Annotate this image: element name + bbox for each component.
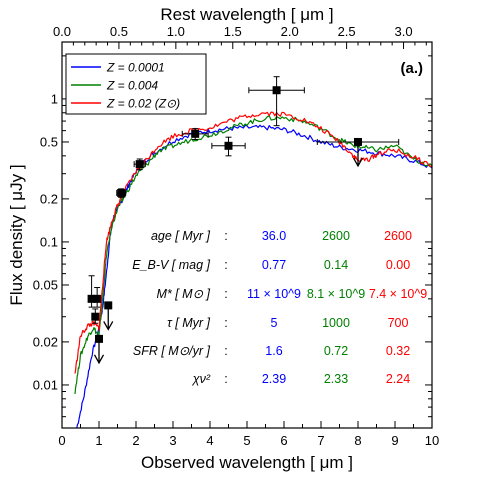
photometry-marker — [91, 312, 100, 321]
fit-parameters-table: age [ Myr ]: 36.0 2600 2600 E_B-V [ mag ]: 0.… — [132, 229, 427, 386]
x-tick-label: 10 — [425, 433, 439, 448]
top-tick-label: 1.0 — [167, 24, 185, 39]
param-value: 2600 — [384, 229, 412, 243]
photometry-point-6 — [116, 188, 127, 198]
param-label: τ [ Myr ] — [167, 316, 210, 330]
param-separator: : — [224, 372, 227, 386]
param-label: age [ Myr ] — [151, 229, 211, 243]
x-tick-label: 1 — [95, 433, 102, 448]
photometry-marker — [272, 86, 281, 95]
photometry-marker — [87, 294, 96, 303]
photometry-point-4 — [93, 334, 105, 365]
photometry-point-11 — [316, 137, 400, 168]
x-tick-label: 2 — [132, 433, 139, 448]
photometry-marker — [354, 137, 362, 146]
x-tick-label: 8 — [354, 433, 361, 448]
y-axis-label: Flux density [ μJy ] — [7, 164, 26, 305]
y-tick-label: 0.1 — [40, 234, 58, 249]
param-value: 2600 — [322, 229, 350, 243]
photometry-marker — [104, 301, 113, 310]
top-tick-label: 1.5 — [224, 24, 242, 39]
param-value: 7.4 × 10^9 — [369, 287, 427, 301]
model-curve-2 — [74, 115, 432, 395]
param-value: 2.24 — [386, 372, 410, 386]
legend-label: Z = 0.02 (Z⊙) — [106, 97, 180, 111]
top-tick-label: 2.0 — [281, 24, 299, 39]
upper-limit-arrowhead — [352, 157, 364, 168]
photometry-marker — [95, 334, 103, 343]
photometry-point-7 — [133, 158, 146, 171]
x-tick-label: 4 — [206, 433, 213, 448]
param-separator: : — [224, 316, 227, 330]
upper-limit-arrowhead — [103, 321, 114, 331]
param-separator: : — [224, 344, 227, 358]
y-tick-label: 0.2 — [40, 191, 58, 206]
photometry-points — [87, 76, 400, 365]
legend-label: Z = 0.0001 — [106, 61, 165, 75]
x-tick-label: 7 — [317, 433, 324, 448]
photometry-point-5 — [103, 301, 114, 331]
top-axis-label: Rest wavelength [ μm ] — [160, 5, 333, 24]
x-tick-label: 3 — [169, 433, 176, 448]
param-value: 8.1 × 10^9 — [307, 287, 365, 301]
upper-limit-arrowhead — [93, 354, 105, 365]
x-tick-label: 5 — [243, 433, 250, 448]
param-value: 0.72 — [324, 344, 348, 358]
param-separator: : — [224, 258, 227, 272]
legend-box — [65, 53, 207, 115]
x-tick-label: 0 — [58, 433, 65, 448]
legend-label: Z = 0.004 — [106, 79, 158, 93]
photometry-marker — [224, 141, 233, 150]
y-tick-label: 0.02 — [33, 334, 58, 349]
param-label: SFR [ M⊙/yr ] — [133, 344, 211, 358]
photometry-marker — [191, 129, 200, 138]
y-tick-label: 1 — [51, 91, 58, 106]
photometry-point-3 — [91, 308, 100, 324]
x-axis-label: Observed wavelength [ μm ] — [141, 453, 353, 472]
photometry-marker — [117, 188, 126, 197]
photometry-marker — [93, 294, 102, 303]
param-value: 2.33 — [324, 372, 348, 386]
param-label: χν² — [192, 372, 211, 386]
plot-frame — [61, 41, 433, 429]
param-separator: : — [224, 287, 227, 301]
legend: Z = 0.0001 Z = 0.004 Z = 0.02 (Z⊙) — [65, 53, 207, 115]
model-curve-1 — [76, 124, 432, 428]
top-tick-label: 3.0 — [394, 24, 412, 39]
param-separator: : — [224, 229, 227, 243]
photometry-point-10 — [248, 76, 305, 127]
photometry-point-9 — [211, 136, 246, 157]
param-value: 11 × 10^9 — [247, 287, 301, 301]
param-value: 0.32 — [386, 344, 410, 358]
photometry-point-2 — [93, 287, 102, 308]
param-value: 0.00 — [386, 258, 410, 272]
top-tick-label: 2.5 — [338, 24, 356, 39]
photometry-point-8 — [181, 128, 209, 141]
param-value: 5 — [271, 316, 278, 330]
x-tick-label: 6 — [280, 433, 287, 448]
y-tick-label: 0.5 — [40, 134, 58, 149]
param-value: 36.0 — [262, 229, 286, 243]
param-value: 1000 — [322, 316, 350, 330]
param-value: 0.14 — [324, 258, 348, 272]
param-value: 1.6 — [265, 344, 282, 358]
param-value: 0.77 — [262, 258, 286, 272]
param-value: 700 — [388, 316, 409, 330]
x-tick-label: 9 — [391, 433, 398, 448]
top-tick-label: 0.0 — [53, 24, 71, 39]
top-tick-label: 0.5 — [110, 24, 128, 39]
param-label: E_B-V [ mag ] — [132, 258, 210, 272]
y-tick-label: 0.01 — [33, 377, 58, 392]
axes: 0 1 2 3 4 5 6 7 8 9 10 0.0 0.5 1.0 1.5 2.0 2.5 3.0 0.01 0.0… — [33, 24, 440, 448]
param-value: 2.39 — [262, 372, 286, 386]
photometry-marker — [135, 160, 144, 169]
param-label: M* [ M⊙ ] — [156, 287, 210, 301]
panel-label: (a.) — [401, 60, 424, 77]
y-tick-label: 0.05 — [33, 277, 58, 292]
